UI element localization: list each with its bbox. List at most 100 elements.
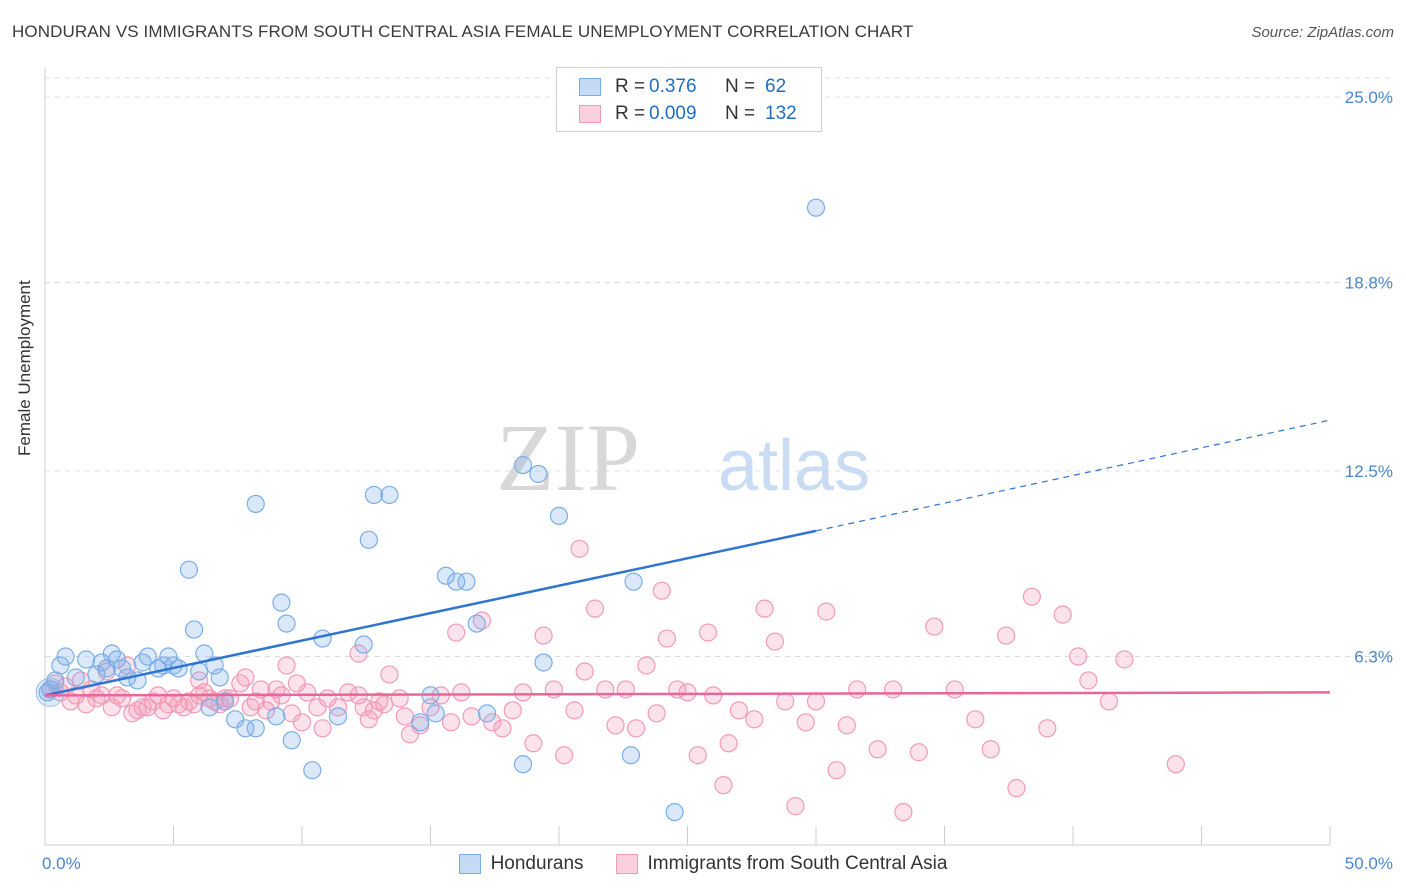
data-point-immigrants — [585, 599, 605, 618]
data-point-hondurans — [364, 485, 384, 505]
data-point-immigrants — [1007, 779, 1026, 798]
data-point-hondurans — [549, 506, 569, 525]
data-point-immigrants — [128, 701, 147, 720]
data-point-immigrants — [678, 683, 697, 702]
data-point-immigrants — [395, 707, 414, 726]
stats-legend: R = 0.376 N = 62 R = 0.009 N = 132 — [556, 67, 822, 132]
data-point-hondurans — [467, 614, 486, 633]
data-point-immigrants — [626, 719, 646, 738]
data-point-hondurans — [447, 572, 466, 591]
legend-item-hondurans[interactable]: Hondurans — [458, 853, 584, 875]
data-point-immigrants — [1099, 692, 1119, 711]
data-point-immigrants — [472, 611, 491, 630]
data-point-immigrants — [380, 665, 399, 684]
y-tick-label: 12.5% — [1345, 462, 1393, 481]
data-point-hondurans — [534, 653, 553, 672]
data-point-immigrants — [596, 680, 615, 699]
data-point-hondurans — [190, 662, 209, 681]
data-point-immigrants — [292, 713, 312, 732]
legend-label-hondurans: Hondurans — [490, 853, 584, 874]
data-point-hondurans — [272, 593, 291, 612]
data-point-immigrants — [143, 692, 163, 711]
data-point-immigrants — [868, 740, 887, 759]
data-point-immigrants — [524, 734, 543, 753]
data-point-hondurans — [200, 698, 219, 717]
legend-row-hondurans: R = 0.376 N = 62 — [579, 75, 786, 99]
watermark-atlas: atlas — [718, 426, 870, 506]
data-point-immigrants — [704, 686, 723, 705]
tick-labels: 6.3% 12.5% 18.8% 25.0% 0.0% 50.0% — [42, 88, 1393, 873]
data-point-immigrants — [837, 716, 856, 735]
data-point-immigrants — [570, 539, 589, 558]
data-point-immigrants — [503, 701, 522, 720]
data-point-immigrants — [241, 698, 260, 717]
data-point-immigrants — [606, 716, 625, 735]
legend-n-label: N = — [725, 103, 756, 124]
data-point-immigrants — [1022, 587, 1041, 606]
legend-n-label: N = — [725, 76, 756, 97]
data-point-hondurans — [436, 566, 456, 585]
data-point-immigrants — [359, 710, 378, 729]
data-point-immigrants — [1053, 605, 1072, 624]
data-point-hondurans — [77, 650, 96, 669]
data-point-immigrants — [765, 632, 784, 651]
data-point-hondurans — [87, 665, 106, 684]
trend-lines — [44, 419, 1331, 697]
data-point-immigrants — [231, 674, 250, 693]
data-point-immigrants — [1079, 671, 1098, 690]
data-point-hondurans — [457, 572, 476, 591]
source-label: Source: ZipAtlas.com — [1251, 24, 1394, 41]
data-point-immigrants — [205, 692, 224, 711]
data-point-hondurans — [513, 455, 533, 475]
data-point-immigrants — [447, 623, 466, 642]
data-point-immigrants — [375, 695, 394, 714]
data-point-hondurans — [624, 572, 643, 591]
chart-title: HONDURAN VS IMMIGRANTS FROM SOUTH CENTRA… — [12, 22, 914, 41]
data-point-immigrants — [657, 629, 677, 648]
legend-r-value: 0.009 — [649, 103, 697, 124]
data-point-immigrants — [729, 701, 749, 720]
legend-item-immigrants[interactable]: Immigrants from South Central Asia — [615, 853, 947, 875]
data-point-hondurans — [236, 719, 255, 738]
data-point-hondurans — [282, 731, 301, 750]
data-point-hondurans — [56, 647, 75, 666]
legend-r-value: 0.376 — [649, 76, 697, 97]
data-point-immigrants — [308, 698, 327, 717]
data-point-immigrants — [133, 698, 152, 717]
data-point-hondurans — [138, 647, 157, 666]
x-tick-label: 0.0% — [42, 854, 81, 873]
data-point-immigrants — [1166, 755, 1185, 774]
data-point-immigrants — [966, 710, 985, 729]
data-point-immigrants — [246, 692, 265, 711]
data-point-immigrants — [313, 719, 332, 738]
x-tick-label: 50.0% — [1345, 854, 1393, 873]
data-point-immigrants — [138, 698, 157, 717]
data-point-immigrants — [102, 698, 121, 717]
data-point-hondurans — [513, 755, 533, 774]
watermark: ZIP atlas — [496, 404, 870, 511]
data-point-immigrants — [174, 698, 193, 717]
data-point-immigrants — [483, 713, 502, 732]
data-point-hondurans — [226, 710, 245, 729]
data-point-hondurans — [107, 650, 127, 669]
grid-lines — [45, 77, 1393, 658]
data-point-immigrants — [848, 680, 867, 699]
data-point-immigrants — [796, 713, 815, 732]
data-point-hondurans — [184, 620, 204, 639]
axes — [44, 68, 1331, 846]
data-point-hondurans — [133, 653, 152, 672]
data-point-hondurans — [359, 530, 378, 549]
data-point-immigrants — [945, 680, 964, 699]
y-tick-label: 25.0% — [1345, 88, 1393, 107]
data-point-hondurans — [411, 713, 430, 732]
data-point-immigrants — [349, 644, 368, 663]
data-point-hondurans — [354, 635, 373, 654]
data-point-immigrants — [287, 674, 306, 693]
data-point-immigrants — [806, 692, 826, 711]
data-point-immigrants — [688, 746, 707, 765]
data-point-immigrants — [575, 662, 594, 681]
data-point-immigrants — [61, 692, 80, 711]
data-point-immigrants — [339, 683, 358, 702]
data-point-immigrants — [354, 698, 373, 717]
